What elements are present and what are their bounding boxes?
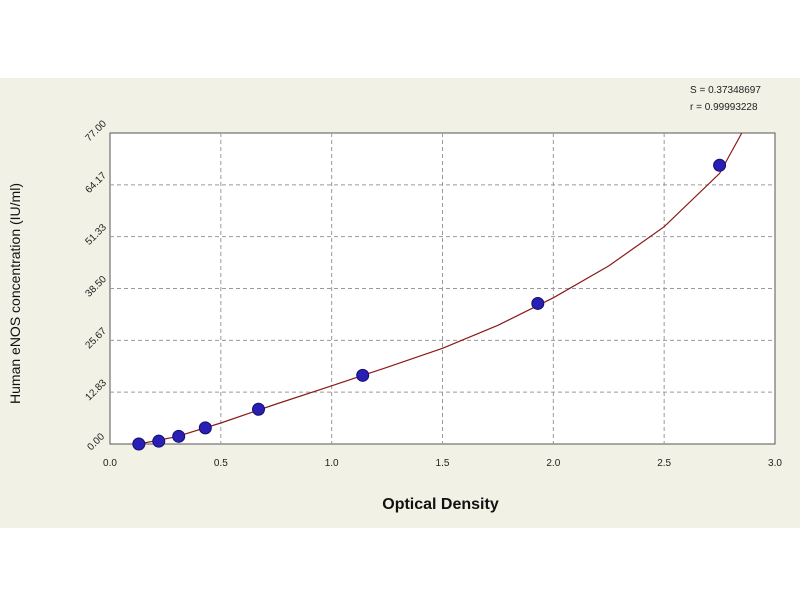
x-tick-label: 1.0 xyxy=(325,458,339,469)
stat-s-value: S = 0.37348697 xyxy=(690,85,761,96)
data-point xyxy=(172,429,186,443)
y-tick-label: 64.17 xyxy=(83,170,109,196)
data-point xyxy=(152,434,166,448)
chart-svg: 0.0 0.5 1.0 1.5 2.0 2.5 3.0 0.00 12.83 25.67 38.50… xyxy=(7,85,782,513)
x-tick-label: 2.5 xyxy=(657,458,671,469)
stat-r-value: r = 0.99993228 xyxy=(690,102,758,113)
y-tick-label: 25.67 xyxy=(83,326,109,352)
chart-frame: 0.0 0.5 1.0 1.5 2.0 2.5 3.0 0.00 12.83 25.67 38.50… xyxy=(0,78,800,528)
y-tick-label: 12.83 xyxy=(83,377,109,403)
data-point xyxy=(132,437,146,451)
x-tick-label: 0.5 xyxy=(214,458,228,469)
data-point xyxy=(356,368,370,382)
y-axis-title: Human eNOS concentration (IU/ml) xyxy=(7,183,23,404)
data-point xyxy=(713,158,727,172)
data-points-layer xyxy=(132,158,727,451)
x-tick-label: 2.0 xyxy=(546,458,560,469)
x-tick-label: 1.5 xyxy=(436,458,450,469)
y-tick-label: 51.33 xyxy=(83,222,109,248)
data-point xyxy=(531,296,545,310)
y-tick-label: 77.00 xyxy=(83,118,109,144)
x-tick-label: 3.0 xyxy=(768,458,782,469)
y-tick-label: 0.00 xyxy=(85,431,107,453)
data-point xyxy=(252,402,266,416)
y-tick-label: 38.50 xyxy=(83,274,109,300)
fit-curve-layer xyxy=(138,132,743,445)
grid-layer xyxy=(110,133,775,444)
x-tick-label: 0.0 xyxy=(103,458,117,469)
data-point xyxy=(198,421,212,435)
fit-curve xyxy=(138,132,743,445)
x-axis-title: Optical Density xyxy=(382,496,499,513)
